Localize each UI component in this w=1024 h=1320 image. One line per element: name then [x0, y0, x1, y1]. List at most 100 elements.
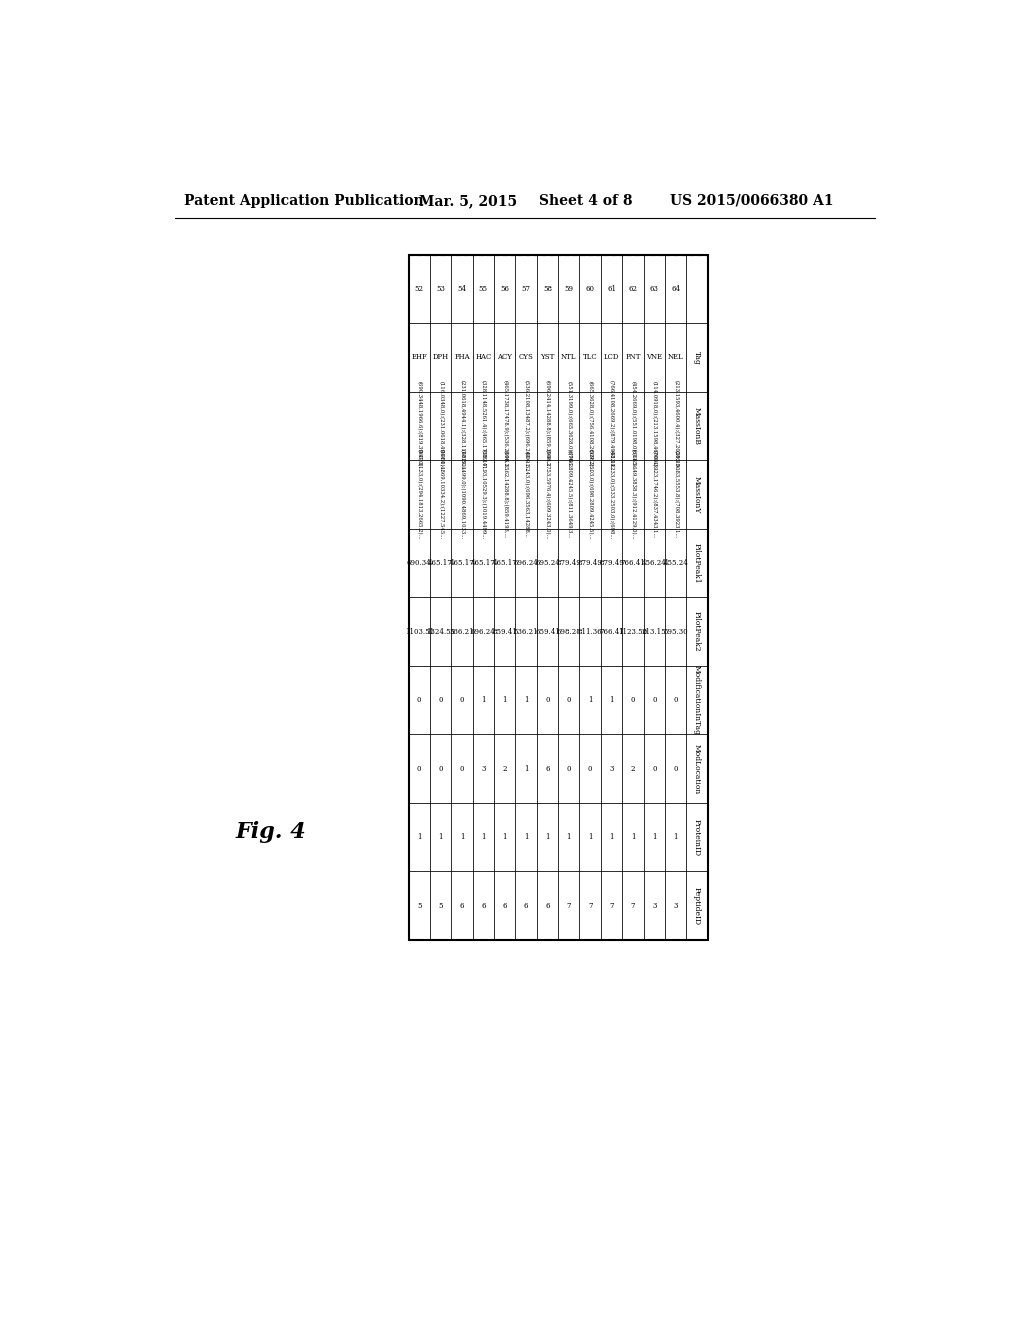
Text: PilotPeak1: PilotPeak1	[693, 543, 701, 583]
Text: 57: 57	[521, 285, 530, 293]
Bar	[686, 734, 708, 803]
Bar	[430, 323, 452, 392]
Text: PilotPeak2: PilotPeak2	[693, 611, 701, 652]
Bar	[452, 871, 473, 940]
Text: 1: 1	[438, 833, 442, 841]
Text: 1: 1	[609, 696, 613, 704]
Text: (114.0918,0);(213.1598,4600.4)...: (114.0918,0);(213.1598,4600.4)...	[651, 380, 656, 471]
Text: 6: 6	[545, 764, 550, 772]
Bar	[686, 665, 708, 734]
Text: PeptideID: PeptideID	[693, 887, 701, 925]
Bar	[409, 803, 430, 871]
Text: ACY: ACY	[498, 354, 512, 362]
Bar	[409, 734, 430, 803]
Text: ModLocation: ModLocation	[693, 743, 701, 793]
Text: 7: 7	[588, 902, 593, 909]
Text: 766.41: 766.41	[621, 560, 645, 568]
Bar	[623, 871, 644, 940]
Text: 1: 1	[524, 833, 528, 841]
Text: (465.1738,17478.9);(536.2108,1...: (465.1738,17478.9);(536.2108,1...	[502, 380, 507, 471]
Text: 696.24: 696.24	[471, 627, 496, 635]
Text: 55: 55	[479, 285, 487, 293]
Bar	[473, 734, 494, 803]
Bar	[601, 392, 623, 461]
Bar	[494, 871, 515, 940]
Text: (454.2669,0);(551.0198,0);(665...: (454.2669,0);(551.0198,0);(665...	[631, 381, 636, 471]
Bar	[558, 323, 580, 392]
Text: 1: 1	[524, 764, 528, 772]
Bar	[515, 665, 537, 734]
Text: 5: 5	[417, 902, 422, 909]
Text: 7: 7	[566, 902, 571, 909]
Bar	[409, 392, 430, 461]
Text: 52: 52	[415, 285, 424, 293]
Text: 1: 1	[588, 696, 593, 704]
Text: 3: 3	[481, 764, 485, 772]
Text: (551.3199,0);(665.3628,0);(766...: (551.3199,0);(665.3628,0);(766...	[566, 381, 571, 471]
Text: 2: 2	[631, 764, 635, 772]
Text: YST: YST	[541, 354, 555, 362]
Text: Mar. 5, 2015: Mar. 5, 2015	[419, 194, 517, 207]
Bar	[537, 323, 558, 392]
Bar	[644, 461, 665, 529]
Text: EHF: EHF	[412, 354, 427, 362]
Bar	[623, 734, 644, 803]
Bar	[686, 392, 708, 461]
Text: Sheet 4 of 8: Sheet 4 of 8	[539, 194, 632, 207]
Text: HAC: HAC	[475, 354, 492, 362]
Bar	[601, 734, 623, 803]
Bar	[644, 392, 665, 461]
Text: (665.3628,0);(756.4108,2669.2)...: (665.3628,0);(756.4108,2669.2)...	[588, 380, 593, 471]
Text: TLC: TLC	[583, 354, 597, 362]
Bar	[494, 665, 515, 734]
Bar	[452, 323, 473, 392]
Text: 3: 3	[652, 902, 656, 909]
Bar	[537, 665, 558, 734]
Text: (595.3083,5553.8);(708.3923,1...: (595.3083,5553.8);(708.3923,1...	[673, 450, 678, 539]
Text: 0: 0	[460, 696, 464, 704]
Bar	[665, 871, 686, 940]
Text: (690.3448,1966.6);(819.3963,0)...: (690.3448,1966.6);(819.3963,0)...	[417, 380, 422, 471]
Bar	[452, 255, 473, 323]
Bar	[558, 871, 580, 940]
Bar	[580, 665, 601, 734]
Text: 1123.50: 1123.50	[618, 627, 647, 635]
Bar	[430, 598, 452, 665]
Text: 53: 53	[436, 285, 445, 293]
Text: PNT: PNT	[626, 354, 641, 362]
Text: 213.15: 213.15	[642, 627, 667, 635]
Text: 1: 1	[481, 833, 485, 841]
Bar	[644, 665, 665, 734]
Text: 0: 0	[438, 696, 442, 704]
Text: 1: 1	[631, 833, 635, 841]
Bar	[665, 255, 686, 323]
Bar	[430, 461, 452, 529]
Text: 1103.51: 1103.51	[404, 627, 434, 635]
Bar	[665, 461, 686, 529]
Text: 811.36: 811.36	[578, 627, 602, 635]
Text: 465.17: 465.17	[493, 560, 517, 568]
Text: 1: 1	[417, 833, 422, 841]
Text: (659.4193,10529.3);(1019.4499...: (659.4193,10529.3);(1019.4499...	[480, 449, 486, 540]
Bar	[537, 461, 558, 529]
Bar	[430, 734, 452, 803]
Bar	[494, 392, 515, 461]
Bar	[644, 598, 665, 665]
Text: (1019.4499,0);(1090.4869,1033...: (1019.4499,0);(1090.4869,1033...	[460, 449, 465, 540]
Bar	[601, 665, 623, 734]
Bar	[409, 665, 430, 734]
Text: DPH: DPH	[432, 354, 449, 362]
Bar	[623, 665, 644, 734]
Text: 6: 6	[524, 902, 528, 909]
Bar	[430, 665, 452, 734]
Text: (766.4108,2669.2);(879.4948,34...: (766.4108,2669.2);(879.4948,34...	[609, 380, 614, 471]
Bar	[452, 665, 473, 734]
Text: 595.30: 595.30	[664, 627, 688, 635]
Bar	[473, 598, 494, 665]
Bar	[686, 529, 708, 598]
Text: (698.2809,4245.5);(811.3649,3...: (698.2809,4245.5);(811.3649,3...	[566, 450, 571, 539]
Text: 659.41: 659.41	[536, 627, 560, 635]
Bar	[494, 255, 515, 323]
Text: 859.41: 859.41	[493, 627, 517, 635]
Text: 0: 0	[417, 696, 422, 704]
